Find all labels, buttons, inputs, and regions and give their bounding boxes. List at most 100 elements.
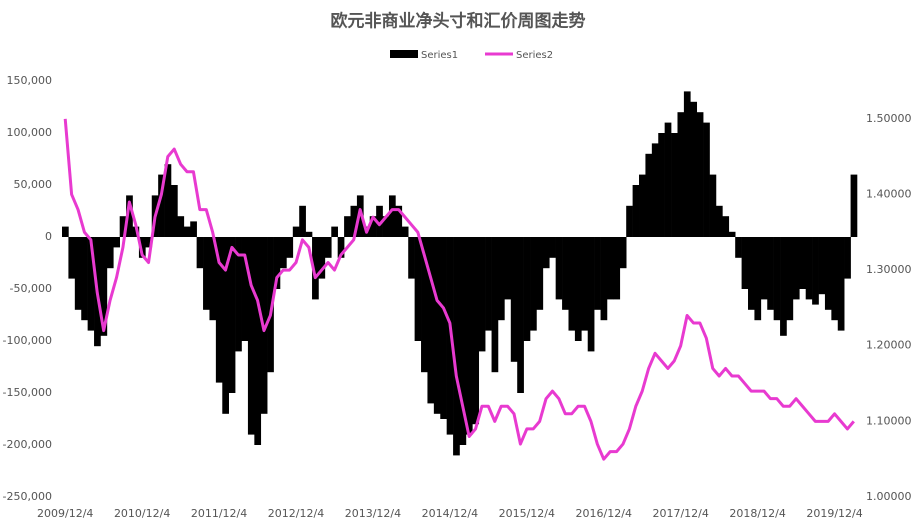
bar: [324, 237, 332, 258]
bar: [382, 216, 390, 237]
bar: [427, 237, 435, 404]
bar: [177, 216, 185, 237]
bar: [799, 237, 807, 289]
bar: [824, 237, 832, 310]
bar: [709, 174, 717, 237]
bar: [337, 237, 345, 258]
bar: [459, 237, 467, 445]
bar: [356, 195, 364, 237]
bar: [626, 205, 633, 237]
bar: [74, 237, 82, 310]
bar: [831, 237, 839, 321]
bar: [555, 237, 563, 300]
bar: [376, 205, 383, 237]
y-tick-label: 150,000: [7, 74, 53, 87]
bar: [491, 237, 499, 373]
x-tick-label: 2010/12/4: [114, 507, 170, 520]
bar: [671, 133, 678, 237]
bar: [433, 237, 441, 414]
bar: [497, 237, 505, 321]
bar: [760, 237, 768, 300]
bar: [209, 237, 217, 321]
bar: [421, 237, 428, 373]
bar: [632, 185, 640, 237]
bar: [696, 112, 704, 237]
bar: [395, 205, 403, 237]
bar: [780, 237, 787, 336]
bar: [68, 237, 76, 279]
bar: [312, 237, 319, 300]
line: [63, 118, 855, 461]
bar: [619, 237, 627, 269]
y2-tick-label: 1.10000: [866, 414, 912, 427]
bar: [247, 237, 255, 435]
bar: [472, 237, 480, 425]
bar: [818, 237, 826, 295]
bar: [792, 237, 800, 300]
bar: [126, 195, 133, 237]
bar: [645, 153, 653, 237]
bar: [81, 237, 88, 321]
bar: [196, 237, 204, 269]
bar: [517, 237, 524, 393]
bar: [715, 205, 723, 237]
bar: [100, 237, 108, 336]
legend-label: Series2: [516, 50, 553, 61]
bar: [183, 226, 191, 237]
bar: [850, 174, 858, 237]
bar: [145, 237, 153, 248]
y2-tick-label: 1.00000: [866, 490, 912, 503]
bar: [594, 237, 601, 310]
bar: [414, 237, 422, 341]
bar: [703, 122, 710, 237]
bar: [344, 216, 351, 237]
x-tick-label: 2016/12/4: [576, 507, 632, 520]
x-tick-label: 2018/12/4: [729, 507, 785, 520]
bar: [664, 122, 672, 237]
bar: [568, 237, 576, 331]
bar: [606, 237, 614, 300]
bar: [286, 237, 294, 258]
x-tick-label: 2015/12/4: [499, 507, 555, 520]
x-tick-label: 2012/12/4: [268, 507, 324, 520]
bar: [318, 237, 326, 279]
bar: [87, 237, 95, 331]
chart-title: 欧元非商业净头寸和汇价周图走势: [331, 11, 586, 32]
bar: [677, 112, 685, 237]
bar: [562, 237, 569, 310]
bar: [292, 226, 300, 237]
bar: [170, 185, 178, 237]
y-tick-label: 50,000: [14, 178, 53, 191]
bar: [536, 237, 544, 310]
bar: [728, 231, 736, 237]
x-tick-label: 2011/12/4: [191, 507, 247, 520]
bar: [158, 174, 165, 237]
bar: [267, 237, 274, 373]
bar: [254, 237, 262, 445]
x-tick-label: 2019/12/4: [806, 507, 862, 520]
y-tick-label: -200,000: [3, 438, 52, 451]
bar: [235, 237, 242, 352]
bar: [369, 216, 377, 237]
bar: [587, 237, 595, 352]
bar: [600, 237, 608, 321]
x-tick-label: 2014/12/4: [422, 507, 478, 520]
y-tick-label: -50,000: [10, 282, 52, 295]
x-tick-label: 2013/12/4: [345, 507, 401, 520]
bar: [613, 237, 621, 300]
bar: [510, 237, 518, 362]
bar: [222, 237, 229, 414]
bar: [62, 226, 69, 237]
bar: [440, 237, 447, 419]
x-tick-label: 2017/12/4: [652, 507, 708, 520]
bar: [273, 237, 281, 289]
bar: [639, 174, 646, 237]
bar: [683, 91, 691, 238]
bar: [735, 237, 742, 258]
bar: [748, 237, 755, 310]
bar: [574, 237, 582, 341]
bar: [138, 237, 146, 258]
y-tick-label: -150,000: [3, 386, 52, 399]
bar: [812, 237, 819, 305]
